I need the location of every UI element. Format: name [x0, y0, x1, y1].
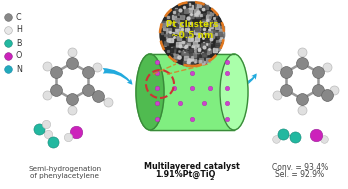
Text: 2: 2: [210, 176, 214, 181]
Text: Multilayered catalyst: Multilayered catalyst: [144, 162, 240, 171]
Bar: [150, 54, 234, 130]
Circle shape: [160, 2, 224, 66]
Text: Conv. = 93.4%: Conv. = 93.4%: [272, 163, 328, 172]
Ellipse shape: [220, 54, 248, 130]
Text: H: H: [16, 26, 22, 35]
Text: C: C: [16, 12, 22, 22]
Text: Pt clusters: Pt clusters: [166, 20, 218, 29]
Text: N: N: [16, 64, 22, 74]
Text: 1.91%Pt@TiO: 1.91%Pt@TiO: [155, 170, 215, 179]
Text: Sel. = 92.9%: Sel. = 92.9%: [275, 170, 325, 179]
Text: B: B: [16, 39, 22, 47]
Text: O: O: [16, 51, 22, 60]
Text: of phenylacetylene: of phenylacetylene: [31, 173, 100, 179]
Ellipse shape: [136, 54, 164, 130]
Text: Semi-hydrogenation: Semi-hydrogenation: [29, 166, 102, 172]
Text: ~0.5 nm: ~0.5 nm: [171, 31, 213, 40]
